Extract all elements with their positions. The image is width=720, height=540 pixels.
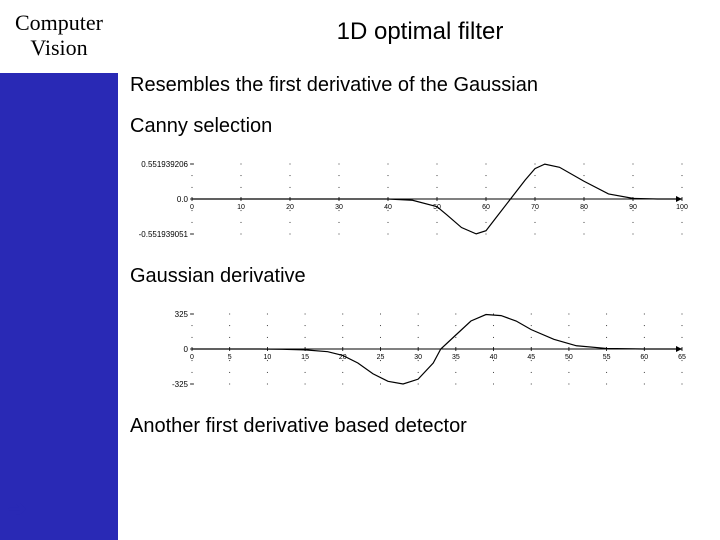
svg-text:20: 20: [286, 204, 294, 211]
svg-text:40: 40: [384, 204, 392, 211]
sidebar-title-line1: Computer: [4, 10, 114, 35]
svg-text:30: 30: [414, 354, 422, 361]
gaussian-chart-svg: 05101520253035404550556065-3250325: [130, 306, 690, 401]
svg-text:35: 35: [452, 354, 460, 361]
svg-text:25: 25: [377, 354, 385, 361]
sidebar-title-line2: Vision: [4, 35, 114, 60]
svg-text:80: 80: [580, 204, 588, 211]
svg-text:5: 5: [228, 354, 232, 361]
gaussian-label: Gaussian derivative: [130, 265, 710, 288]
svg-text:90: 90: [629, 204, 637, 211]
svg-text:-0.551939051: -0.551939051: [139, 230, 189, 239]
svg-text:100: 100: [676, 204, 688, 211]
arrow-icon: ➔: [8, 496, 26, 522]
svg-text:60: 60: [482, 204, 490, 211]
svg-text:60: 60: [640, 354, 648, 361]
footer-text: Another first derivative based detector: [130, 415, 710, 438]
canny-label: Canny selection: [130, 115, 710, 138]
main-content: 1D optimal filter Resembles the first de…: [118, 0, 720, 540]
svg-text:0: 0: [184, 345, 189, 354]
canny-chart-svg: 0 10 20 30 40 50 60 70 80 90 100 -0.551939051 0.0 0.5…: [130, 156, 690, 251]
canny-chart: 0 10 20 30 40 50 60 70 80 90 100 -0.551939051 0.0 0.5…: [130, 156, 690, 251]
svg-text:-325: -325: [172, 380, 189, 389]
svg-text:55: 55: [603, 354, 611, 361]
svg-text:65: 65: [678, 354, 686, 361]
gaussian-chart: 05101520253035404550556065-3250325: [130, 306, 690, 401]
svg-text:0: 0: [190, 354, 194, 361]
svg-text:15: 15: [301, 354, 309, 361]
svg-text:10: 10: [237, 204, 245, 211]
svg-text:40: 40: [490, 354, 498, 361]
slide-root: Computer Vision ➔ 1D optimal filter Rese…: [0, 0, 720, 540]
page-title: 1D optimal filter: [130, 18, 710, 46]
svg-text:50: 50: [565, 354, 573, 361]
svg-text:45: 45: [527, 354, 535, 361]
sidebar-title-wrap: Computer Vision: [0, 0, 118, 73]
svg-text:325: 325: [175, 310, 189, 319]
svg-text:10: 10: [263, 354, 271, 361]
svg-text:0.551939206: 0.551939206: [141, 160, 188, 169]
svg-text:30: 30: [335, 204, 343, 211]
sidebar-blue-panel: [0, 73, 118, 540]
sidebar: Computer Vision ➔: [0, 0, 118, 540]
intro-text: Resembles the first derivative of the Ga…: [130, 74, 710, 97]
svg-text:0: 0: [190, 204, 194, 211]
svg-text:70: 70: [531, 204, 539, 211]
svg-text:0.0: 0.0: [177, 195, 189, 204]
svg-text:50: 50: [433, 204, 441, 211]
